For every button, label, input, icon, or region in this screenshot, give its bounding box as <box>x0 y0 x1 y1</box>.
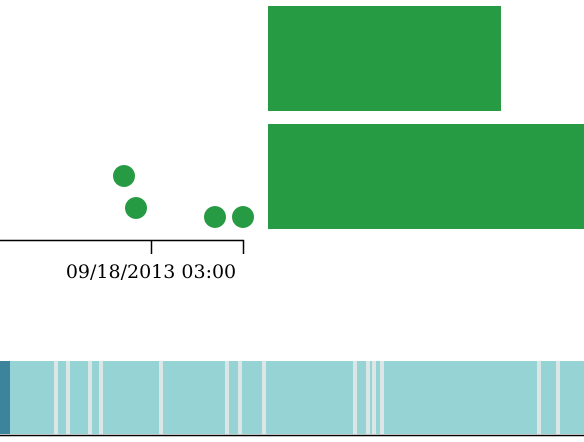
overview-strip[interactable] <box>0 361 584 437</box>
strip-gap <box>353 361 357 434</box>
event-point-3[interactable] <box>204 206 226 228</box>
strip-gap <box>66 361 70 434</box>
event-point-4[interactable] <box>232 206 254 228</box>
strip-gap <box>366 361 370 434</box>
event-bar-2[interactable] <box>268 124 584 229</box>
strip-gap <box>380 361 384 434</box>
strip-gap <box>54 361 58 434</box>
strip-gap <box>225 361 229 434</box>
overview-strip-background[interactable] <box>0 361 584 434</box>
time-axis: 09/18/2013 03:00 <box>0 239 245 283</box>
strip-gap <box>556 361 560 434</box>
strip-gap <box>537 361 541 434</box>
strip-gap <box>372 361 376 434</box>
overview-strip-gaps <box>54 361 560 434</box>
overview-strip-handle[interactable] <box>0 361 10 434</box>
strip-gap <box>159 361 163 434</box>
strip-gap <box>262 361 266 434</box>
event-point-2[interactable] <box>125 197 147 219</box>
event-bar-1[interactable] <box>268 6 501 111</box>
strip-gap <box>238 361 242 434</box>
event-point-1[interactable] <box>113 165 135 187</box>
strip-gap <box>88 361 92 434</box>
axis-tick-label: 09/18/2013 03:00 <box>66 261 236 283</box>
strip-gap <box>99 361 103 434</box>
